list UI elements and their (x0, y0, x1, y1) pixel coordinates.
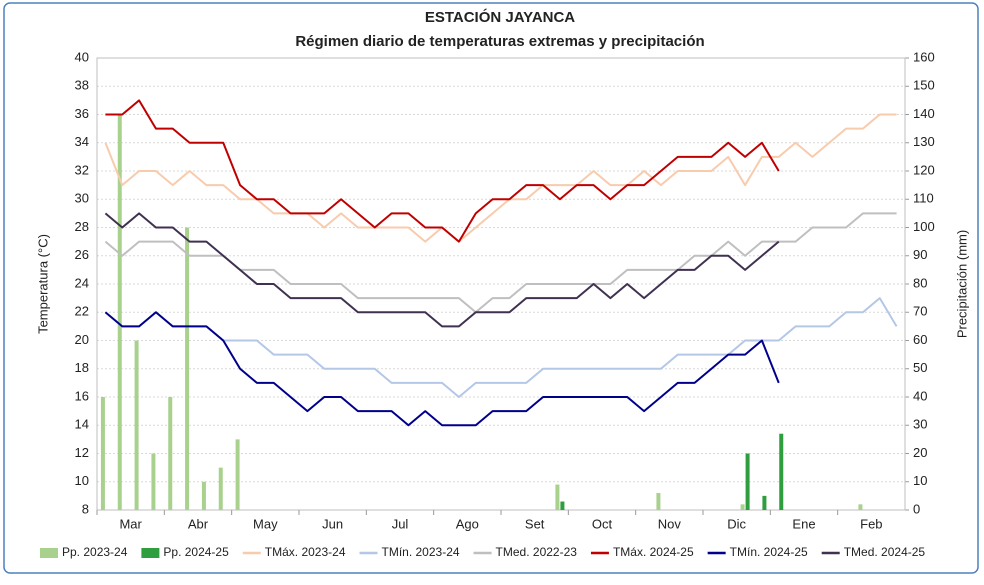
x-tick-label: Ago (456, 516, 479, 531)
x-tick-label: Ene (792, 516, 815, 531)
precip-bar (235, 439, 240, 510)
x-tick-label: Abr (188, 516, 209, 531)
y2-tick-label: 100 (913, 219, 935, 234)
y2-tick-label: 30 (913, 417, 927, 432)
precip-bar (740, 504, 745, 510)
precip-bar (100, 397, 105, 510)
y2-tick-label: 50 (913, 360, 927, 375)
y-tick-label: 18 (75, 360, 89, 375)
y-tick-label: 28 (75, 219, 89, 234)
x-tick-label: Dic (727, 516, 746, 531)
precip-bar (201, 481, 206, 510)
y-tick-label: 38 (75, 78, 89, 93)
legend-swatch (141, 548, 160, 558)
y2-tick-label: 40 (913, 388, 927, 403)
y2-tick-label: 110 (913, 191, 934, 206)
temperature-line (104, 212, 780, 328)
y2-axis-label: Precipitación (mm) (954, 230, 969, 338)
y2-tick-label: 130 (913, 134, 935, 149)
precip-bar (555, 484, 560, 510)
precip-bar (560, 501, 565, 510)
y-tick-label: 20 (75, 332, 89, 347)
x-tick-label: May (253, 516, 278, 531)
y2-tick-label: 20 (913, 445, 927, 460)
precip-bar (134, 340, 139, 510)
y2-tick-label: 80 (913, 275, 927, 290)
y2-tick-label: 60 (913, 332, 927, 347)
temperature-line (104, 297, 898, 398)
y-tick-label: 34 (75, 134, 89, 149)
legend-label: Pp. 2024-25 (163, 545, 229, 559)
y2-tick-label: 10 (913, 473, 927, 488)
legend-label: Pp. 2023-24 (62, 545, 128, 559)
y2-tick-label: 0 (913, 501, 920, 516)
y-axis-label: Temperatura (°C) (35, 234, 50, 334)
legend-label: TMín. 2023-24 (382, 545, 460, 559)
y-tick-label: 12 (75, 445, 89, 460)
x-tick-label: Set (525, 516, 545, 531)
y-tick-label: 14 (75, 417, 89, 432)
x-tick-label: Oct (592, 516, 613, 531)
x-tick-label: Jun (322, 516, 343, 531)
legend-label: TMed. 2022-23 (496, 545, 578, 559)
temperature-line (104, 113, 897, 243)
y-tick-label: 32 (75, 162, 89, 177)
y2-tick-label: 70 (913, 304, 927, 319)
legend-label: TMed. 2024-25 (844, 545, 926, 559)
precip-bar (762, 495, 767, 510)
precip-bar (168, 397, 173, 510)
legend-swatch (40, 548, 58, 558)
y2-tick-label: 140 (913, 106, 935, 121)
y-tick-label: 10 (75, 473, 89, 488)
y-tick-label: 22 (75, 304, 89, 319)
y2-tick-label: 160 (913, 49, 935, 64)
y-tick-label: 16 (75, 388, 89, 403)
precip-bar (858, 504, 863, 510)
y-tick-label: 8 (82, 501, 89, 516)
y-tick-label: 36 (75, 106, 89, 121)
precip-bar (151, 453, 156, 510)
precip-bar (117, 114, 122, 510)
temperature-line (104, 311, 780, 427)
x-tick-label: Mar (119, 516, 142, 531)
legend-label: TMín. 2024-25 (730, 545, 808, 559)
y-tick-label: 30 (75, 191, 89, 206)
precip-bar (218, 467, 223, 510)
precip-bar (656, 493, 661, 510)
precip-bar (745, 453, 750, 510)
chart-title: ESTACIÓN JAYANCA (425, 8, 575, 26)
y2-tick-label: 150 (913, 78, 935, 93)
y-tick-label: 40 (75, 49, 89, 64)
y-tick-label: 26 (75, 247, 89, 262)
legend-label: TMáx. 2023-24 (265, 545, 346, 559)
chart-subtitle: Régimen diario de temperaturas extremas … (295, 33, 704, 50)
y-tick-label: 24 (75, 275, 89, 290)
y2-tick-label: 120 (913, 162, 935, 177)
chart-frame (3, 2, 979, 574)
precip-bar (185, 227, 190, 510)
temperature-line (105, 99, 780, 243)
y2-tick-label: 90 (913, 247, 927, 262)
legend-label: TMáx. 2024-25 (613, 545, 694, 559)
x-tick-label: Feb (860, 516, 882, 531)
x-tick-label: Nov (658, 516, 682, 531)
x-tick-label: Jul (392, 516, 409, 531)
precip-bar (779, 433, 784, 510)
